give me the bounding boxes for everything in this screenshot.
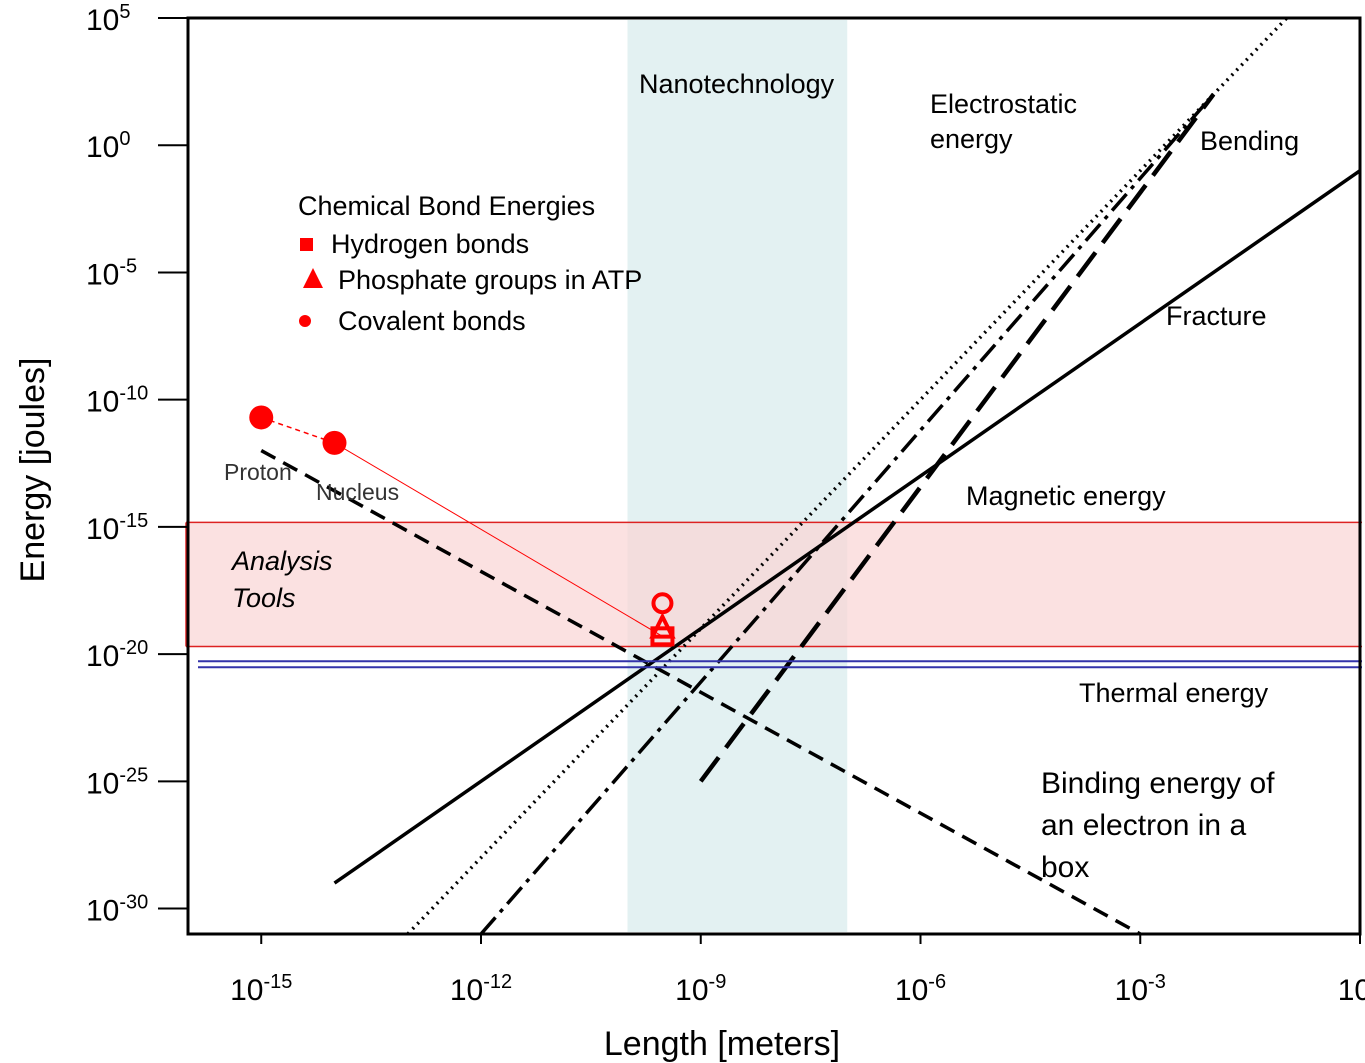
fracture-label: Fracture bbox=[1166, 301, 1267, 331]
nucleus-marker bbox=[322, 430, 347, 455]
binding-energy-label-line3: box bbox=[1041, 851, 1089, 884]
series-lines bbox=[198, 16, 1362, 936]
magnetic-energy-label: Magnetic energy bbox=[966, 481, 1166, 511]
electrostatic-label: Electrostatic bbox=[930, 89, 1077, 119]
proton-label: Proton bbox=[224, 459, 292, 485]
analysis-tools-label-line2: Tools bbox=[232, 583, 296, 613]
legend-item-phosphate-groups: Phosphate groups in ATP bbox=[338, 265, 642, 295]
binding-energy-label-line2: an electron in a bbox=[1041, 809, 1246, 842]
legend-triangle-marker bbox=[303, 268, 323, 288]
y-axis-label: Energy [joules] bbox=[14, 358, 52, 583]
legend-title: Chemical Bond Energies bbox=[298, 191, 595, 221]
y-tick-label: 10-10 bbox=[86, 383, 148, 419]
x-tick-label: 10-9 bbox=[675, 971, 726, 1007]
axes: 10-15 10-12 10-9 10-6 10-3 100 105 100 10-5 10-10… bbox=[86, 1, 1365, 1007]
electrostatic-label-line2: energy bbox=[930, 124, 1013, 154]
y-tick-label: 10-25 bbox=[86, 764, 148, 800]
y-tick-label: 10-20 bbox=[86, 637, 148, 673]
nucleus-bond-connector bbox=[334, 442, 663, 637]
phosphate-groups-in-atp-marker bbox=[649, 612, 676, 639]
analysis-tools-band bbox=[186, 522, 1361, 647]
proton-nucleus-connector bbox=[261, 416, 335, 444]
legend-circle-marker bbox=[299, 315, 311, 327]
x-tick-label: 10-12 bbox=[450, 971, 512, 1007]
legend-square-marker bbox=[300, 238, 313, 251]
thermal-energy-label: Thermal energy bbox=[1079, 678, 1269, 708]
nucleus-label: Nucleus bbox=[316, 479, 399, 505]
data-points bbox=[249, 405, 676, 647]
nanotechnology-band bbox=[627, 20, 848, 932]
bending-energy-line bbox=[479, 93, 1215, 936]
y-tick-label: 100 bbox=[86, 128, 131, 164]
x-tick-label: 10-15 bbox=[230, 971, 292, 1007]
y-tick-label: 10-30 bbox=[86, 892, 148, 928]
x-tick-label: 100 bbox=[1338, 971, 1365, 1007]
proton-marker bbox=[249, 405, 274, 430]
legend-item-hydrogen-bonds: Hydrogen bonds bbox=[331, 229, 529, 259]
x-tick-label: 10-6 bbox=[895, 971, 946, 1007]
legend-item-covalent-bonds: Covalent bonds bbox=[338, 306, 526, 336]
nanotechnology-label: Nanotechnology bbox=[639, 69, 835, 99]
background-bands bbox=[185, 20, 1362, 932]
y-tick-label: 10-5 bbox=[86, 255, 137, 291]
x-tick-label: 10-3 bbox=[1115, 971, 1166, 1007]
y-tick-label: 105 bbox=[86, 1, 131, 37]
x-axis-label: Length [meters] bbox=[604, 1025, 840, 1063]
bending-label: Bending bbox=[1200, 126, 1299, 156]
covalent-bonds-marker bbox=[651, 592, 674, 615]
binding-energy-line bbox=[260, 449, 1142, 936]
binding-energy-label: Binding energy of bbox=[1041, 767, 1275, 800]
fracture-energy-line bbox=[333, 169, 1361, 885]
electrostatic-energy-line bbox=[406, 16, 1289, 936]
plot-frame bbox=[186, 16, 1362, 936]
y-tick-label: 10-15 bbox=[86, 510, 148, 546]
legend: Chemical Bond Energies Hydrogen bonds Ph… bbox=[298, 191, 642, 336]
analysis-tools-label: Analysis bbox=[230, 546, 333, 576]
